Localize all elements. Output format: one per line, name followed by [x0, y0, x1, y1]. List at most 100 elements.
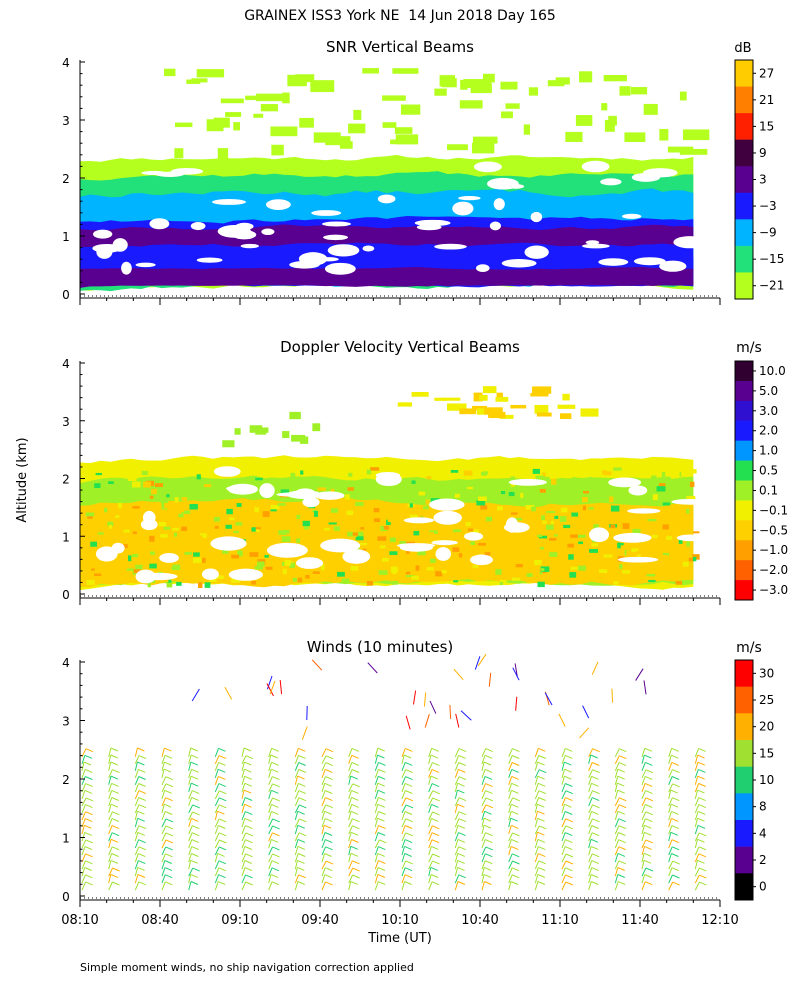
wind-barb: [428, 867, 432, 877]
wind-barb: [134, 761, 138, 771]
doppler-speckle: [463, 470, 473, 476]
wind-barb-flag: [218, 825, 226, 829]
wind-barb: [641, 825, 645, 835]
wind-barb-flag: [243, 747, 252, 752]
wind-barb: [268, 839, 272, 849]
snr-patch: [434, 88, 447, 96]
wind-barb-flag: [591, 881, 599, 885]
wind-barb: [161, 761, 165, 771]
wind-barb: [508, 825, 512, 835]
wind-barb: [561, 825, 567, 835]
doppler-speckle: [324, 527, 330, 531]
wind-barb: [374, 874, 379, 884]
wind-barb: [214, 839, 220, 849]
snr-patch: [220, 98, 244, 104]
wind-barb-flag: [325, 881, 333, 886]
wind-barb: [241, 881, 247, 891]
wind-barb-flag: [670, 831, 678, 836]
doppler-speckle: [510, 476, 516, 483]
wind-barb-flag: [537, 881, 546, 885]
wind-barb-flag: [325, 860, 334, 865]
doppler-speckle: [366, 580, 374, 586]
wind-barb: [294, 860, 298, 870]
doppler-speckle: [347, 487, 354, 491]
doppler-speckle: [613, 467, 622, 471]
doppler-gap: [403, 517, 435, 524]
wind-barb-flag: [377, 852, 385, 857]
wind-barb-flag: [378, 761, 386, 766]
wind-barb: [268, 769, 272, 778]
wind-barb-flag: [191, 796, 199, 801]
doppler-speckle: [458, 553, 463, 558]
wind-barb-flag: [218, 755, 227, 760]
wind-barb: [588, 818, 593, 828]
snr-gap: [489, 221, 501, 231]
doppler-speckle: [537, 534, 542, 538]
snr-gap: [170, 168, 204, 175]
wind-barb: [214, 811, 218, 821]
doppler-patch: [495, 396, 509, 402]
wind-barb-flag: [592, 748, 600, 753]
doppler-speckle: [661, 472, 666, 477]
x-axis-label: Time (UT): [367, 931, 432, 946]
wind-barb-flag: [137, 866, 145, 871]
wind-barb-flag: [297, 866, 305, 871]
wind-barb-flag: [377, 803, 385, 808]
doppler-speckle: [131, 553, 139, 558]
wind-barb: [294, 832, 300, 842]
wind-barb-flag: [485, 853, 493, 858]
wind-barb-flag: [671, 810, 679, 815]
wind-barb: [508, 755, 513, 764]
doppler-speckle: [133, 569, 141, 574]
doppler-speckle: [553, 534, 558, 537]
snr-patch: [245, 95, 257, 101]
doppler-speckle: [648, 579, 656, 583]
wind-barb-flag: [217, 852, 225, 857]
wind-barb-flag: [219, 818, 227, 823]
snr-gap: [476, 264, 490, 273]
snr-patch: [175, 122, 193, 128]
wind-barb-flag: [297, 838, 306, 843]
doppler-speckle: [189, 503, 198, 510]
wind-barb: [588, 867, 593, 877]
doppler-speckle: [525, 504, 535, 510]
wind-barb-flag: [591, 860, 599, 865]
wind-barb-flag: [538, 853, 546, 858]
wind-barb: [424, 714, 430, 728]
wind-barb: [454, 874, 460, 884]
wind-barb: [134, 839, 140, 849]
wind-barb: [694, 776, 699, 785]
doppler-gap: [431, 540, 458, 546]
doppler-speckle: [270, 508, 277, 512]
wind-barb-flag: [245, 839, 253, 844]
wind-barb-flag: [405, 769, 413, 774]
doppler-speckle: [237, 550, 243, 557]
doppler-speckle: [542, 520, 547, 524]
doppler-speckle: [166, 494, 170, 498]
doppler-speckle: [294, 569, 301, 572]
wind-barb-flag: [670, 803, 679, 808]
wind-barb-flag: [670, 789, 678, 794]
wind-barb: [188, 825, 193, 835]
doppler-speckle: [370, 572, 376, 579]
snr-patch: [679, 91, 687, 101]
doppler-speckle: [160, 534, 168, 538]
wind-barb: [321, 762, 327, 772]
doppler-speckle: [577, 499, 583, 502]
doppler-speckle: [578, 541, 583, 545]
wind-barb-flag: [138, 860, 146, 865]
doppler-speckle: [613, 581, 619, 585]
colorbar-label: 1.0: [759, 444, 778, 458]
snr-gap: [458, 195, 481, 201]
wind-barb-flag: [431, 768, 440, 773]
wind-barb: [614, 860, 620, 870]
wind-barb: [241, 853, 247, 863]
wind-barb: [614, 769, 619, 778]
doppler-speckle: [160, 501, 168, 504]
wind-barb: [268, 797, 274, 807]
doppler-speckle: [570, 534, 578, 538]
doppler-speckle: [510, 483, 515, 487]
wind-barb: [428, 775, 432, 785]
wind-barb: [268, 818, 274, 828]
wind-barb-flag: [431, 839, 440, 844]
